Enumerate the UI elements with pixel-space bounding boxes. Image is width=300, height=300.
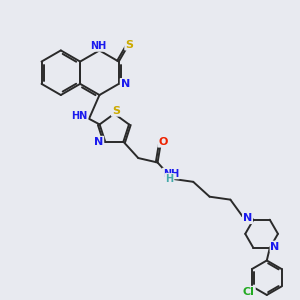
- Text: H: H: [165, 174, 173, 184]
- Text: NH: NH: [90, 41, 106, 51]
- Text: N: N: [121, 79, 130, 89]
- Text: O: O: [158, 137, 168, 147]
- Text: S: S: [125, 40, 133, 50]
- Text: NH: NH: [163, 169, 179, 178]
- Text: Cl: Cl: [243, 287, 255, 297]
- Text: N: N: [94, 137, 103, 147]
- Text: S: S: [112, 106, 120, 116]
- Text: N: N: [271, 242, 280, 251]
- Text: N: N: [243, 213, 252, 223]
- Text: HN: HN: [71, 111, 88, 122]
